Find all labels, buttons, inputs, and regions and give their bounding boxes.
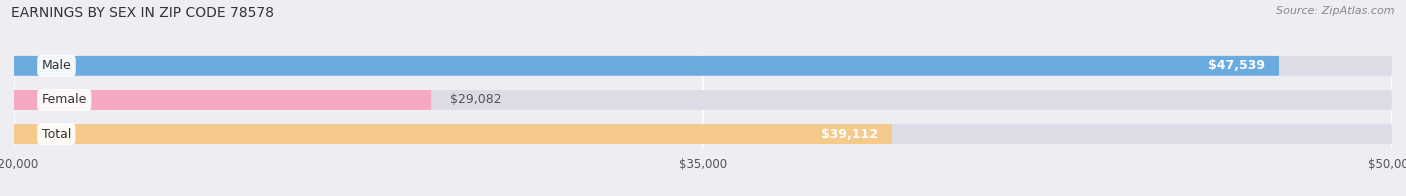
FancyBboxPatch shape <box>14 90 432 110</box>
Text: $47,539: $47,539 <box>1208 59 1265 72</box>
Text: $39,112: $39,112 <box>821 128 879 141</box>
Text: Source: ZipAtlas.com: Source: ZipAtlas.com <box>1277 6 1395 16</box>
Text: Male: Male <box>42 59 72 72</box>
FancyBboxPatch shape <box>14 90 1392 110</box>
FancyBboxPatch shape <box>14 124 891 144</box>
FancyBboxPatch shape <box>14 56 1392 76</box>
FancyBboxPatch shape <box>14 56 1279 76</box>
Text: Total: Total <box>42 128 70 141</box>
Text: EARNINGS BY SEX IN ZIP CODE 78578: EARNINGS BY SEX IN ZIP CODE 78578 <box>11 6 274 20</box>
Text: $29,082: $29,082 <box>450 93 501 106</box>
Text: Female: Female <box>42 93 87 106</box>
FancyBboxPatch shape <box>14 124 1392 144</box>
